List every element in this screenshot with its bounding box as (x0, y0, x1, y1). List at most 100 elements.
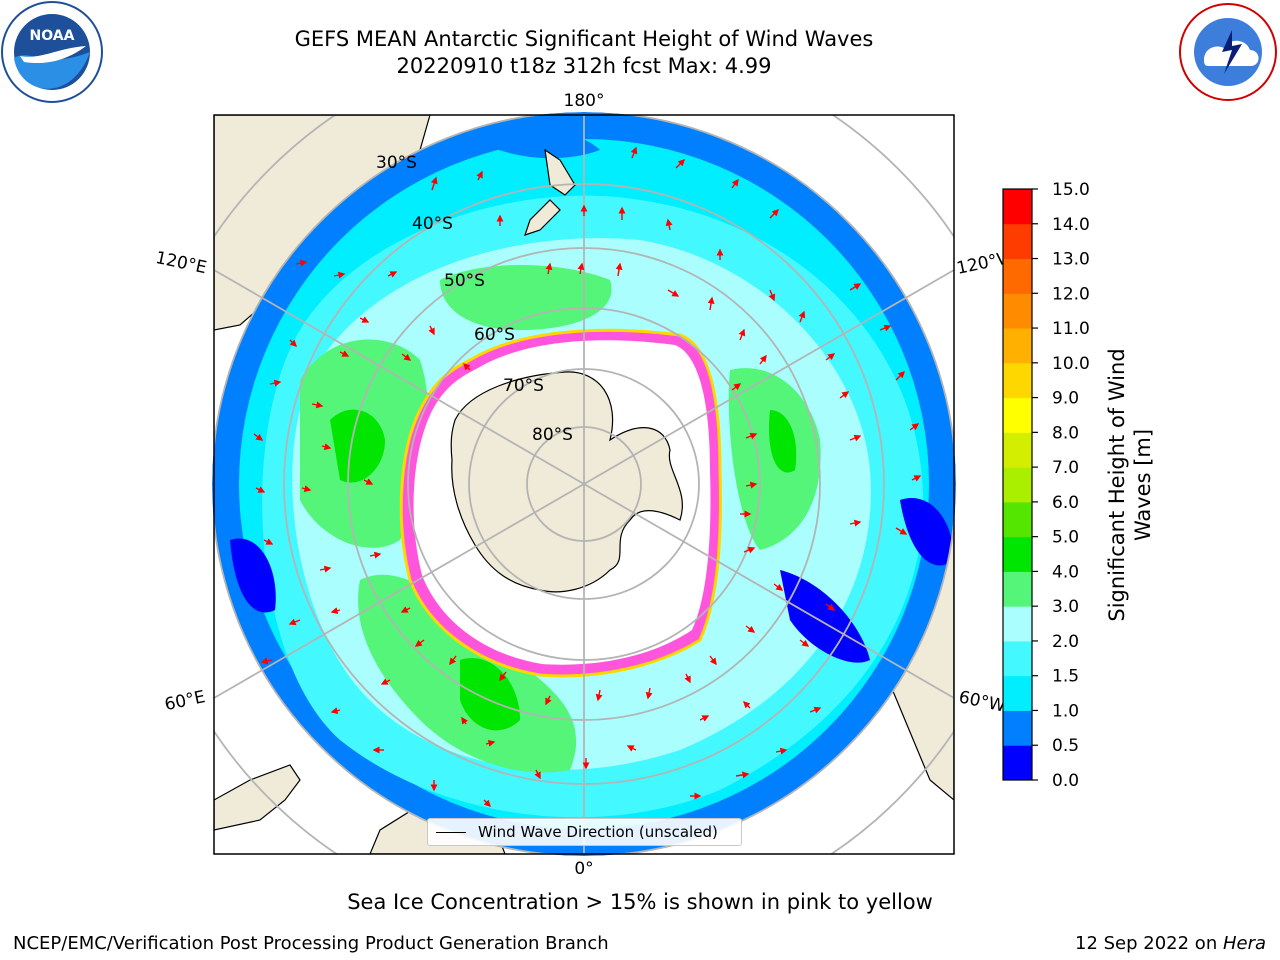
wave-arrow (595, 689, 603, 702)
footer-date: 12 Sep 2022 on Hera (1075, 933, 1266, 954)
colorbar-bin (1003, 432, 1032, 468)
wave-arrow (645, 687, 653, 700)
colorbar-tick-label: 12.0 (1052, 284, 1090, 304)
lat-label-80s: 80°S (532, 425, 573, 445)
wave-arrow (743, 701, 751, 709)
footer-date-text: 12 Sep 2022 on (1075, 933, 1223, 954)
colorbar-tick-label: 8.0 (1052, 423, 1079, 443)
wind-wave-arrows (253, 146, 922, 807)
wave-arrow (709, 655, 717, 666)
wave-arrow (798, 310, 806, 323)
wave-arrow (461, 716, 469, 725)
wave-arrow (895, 527, 908, 535)
wave-arrow (909, 423, 920, 431)
wave-arrow (825, 603, 836, 611)
wave-arrow (449, 655, 457, 666)
africa-land (214, 764, 301, 831)
wave-arrow (745, 625, 756, 633)
colorbar-tick-label: 6.0 (1052, 493, 1079, 513)
wave-arrow (253, 433, 264, 441)
wave-arrow (428, 325, 435, 336)
colorbar-tick-label: 9.0 (1052, 389, 1079, 409)
wave-arrow (699, 715, 710, 722)
lon-label-60e: 60°E (163, 687, 207, 715)
map-legend: Wind Wave Direction (unscaled) (427, 818, 742, 846)
lat-label-40s: 40°S (412, 214, 453, 234)
colorbar-tick-label: 5.0 (1052, 528, 1079, 548)
wave-arrow (769, 209, 779, 219)
wave-arrow (288, 618, 301, 626)
noaa-logo: NOAA (1, 1, 103, 103)
wave-arrow (311, 401, 324, 409)
wave-arrow (321, 443, 332, 451)
wave-arrow (743, 546, 756, 554)
wave-arrow (359, 316, 370, 323)
wave-arrow (738, 328, 746, 341)
colorbar-frame (1002, 188, 1033, 781)
wave-arrow (849, 434, 862, 442)
wave-arrow (745, 432, 758, 440)
wave-arrow (839, 391, 850, 399)
lat-label-60s: 60°S (474, 325, 515, 345)
wave-arrow (463, 363, 471, 371)
wave-arrow (675, 159, 685, 169)
wave-arrow (369, 551, 382, 559)
colorbar-bin (1003, 223, 1032, 260)
wave-arrow (775, 747, 788, 755)
colorbar-bin (1003, 710, 1032, 746)
wave-arrow (363, 478, 374, 485)
wave-arrow (260, 657, 273, 665)
colorbar-tick-label: 11.0 (1052, 319, 1090, 339)
colorbar-tick-label: 0.5 (1052, 736, 1079, 756)
colorbar-bin (1003, 571, 1032, 607)
colorbar-bin (1003, 293, 1032, 329)
colorbar-ticks: 0.0 0.5 1.0 1.5 2.0 3.0 4.0 5.0 6.0 7.0 8.0 9.0 10.0… (1032, 180, 1090, 791)
wave-arrow (626, 745, 637, 752)
wave-arrow (545, 695, 552, 706)
wave-arrow (667, 289, 680, 297)
wave-arrow (895, 371, 905, 381)
noaa-text: NOAA (30, 28, 75, 44)
wave-arrow (735, 771, 750, 779)
wave-arrow (731, 383, 742, 391)
colorbar-title-line1: Significant Height of Wind (1105, 348, 1129, 621)
wave-arrow (333, 271, 346, 279)
wave-arrow (684, 673, 691, 684)
colorbar-title-line2: Waves [m] (1131, 429, 1155, 541)
wave-arrow (630, 146, 638, 159)
lon-label-60w: 60°W (957, 687, 1007, 716)
colorbar-bin (1003, 501, 1032, 538)
wave-arrow (263, 538, 274, 545)
map-frame (213, 114, 955, 855)
colorbar-bin (1003, 675, 1032, 711)
colorbar (1002, 188, 1033, 781)
wave-arrow (401, 353, 412, 361)
colorbar-tick-label: 13.0 (1052, 250, 1090, 270)
lon-label-180: 180° (564, 91, 605, 111)
colorbar-bin (1003, 745, 1032, 781)
wave-arrow (879, 324, 892, 332)
wave-arrow (330, 707, 341, 715)
wave-arrow (499, 671, 507, 682)
wave-arrow (255, 486, 266, 493)
colorbar-bin (1003, 606, 1032, 642)
colorbar-tick-label: 15.0 (1052, 180, 1090, 200)
colorbar-bin (1003, 258, 1032, 294)
colorbar-tick-label: 3.0 (1052, 597, 1079, 617)
graticule (214, 115, 954, 854)
wave-arrow (745, 481, 758, 489)
footer-organization: NCEP/EMC/Verification Post Processing Pr… (13, 933, 609, 954)
chart-subtitle: 20220910 t18z 312h fcst Max: 4.99 (396, 54, 772, 78)
wave-arrow (849, 519, 862, 527)
colorbar-tick-label: 14.0 (1052, 215, 1090, 235)
wave-arrow (809, 706, 822, 714)
wave-arrow (289, 339, 297, 347)
footer-host: Hera (1222, 933, 1266, 954)
wave-arrow (615, 262, 623, 277)
wave-arrow (773, 583, 784, 591)
wave-arrow (825, 353, 836, 361)
colorbar-bin (1003, 189, 1032, 225)
colorbar-tick-label: 7.0 (1052, 458, 1079, 478)
lat-label-70s: 70°S (503, 376, 544, 396)
